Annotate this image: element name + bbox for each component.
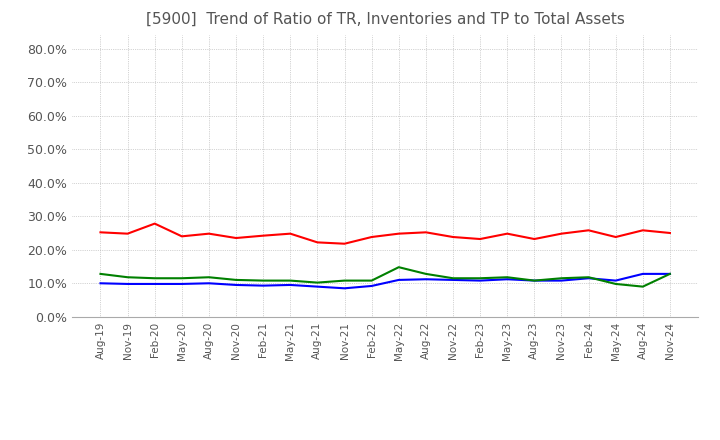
Trade Receivables	[341, 241, 349, 246]
Trade Payables	[204, 275, 213, 280]
Trade Payables	[313, 280, 322, 285]
Trade Payables	[449, 275, 457, 281]
Inventories	[286, 282, 294, 288]
Trade Receivables	[530, 236, 539, 242]
Trade Payables	[584, 275, 593, 280]
Trade Payables	[96, 271, 105, 276]
Inventories	[665, 271, 674, 276]
Trade Payables	[395, 264, 403, 270]
Trade Receivables	[611, 235, 620, 240]
Trade Payables	[639, 284, 647, 289]
Trade Payables	[123, 275, 132, 280]
Trade Receivables	[178, 234, 186, 239]
Trade Payables	[557, 275, 566, 281]
Trade Receivables	[584, 227, 593, 233]
Trade Payables	[530, 278, 539, 283]
Inventories	[421, 277, 430, 282]
Trade Payables	[421, 271, 430, 276]
Trade Receivables	[476, 236, 485, 242]
Trade Payables	[259, 278, 268, 283]
Trade Payables	[286, 278, 294, 283]
Trade Payables	[367, 278, 376, 283]
Trade Receivables	[665, 231, 674, 236]
Inventories	[611, 278, 620, 283]
Inventories	[639, 271, 647, 276]
Title: [5900]  Trend of Ratio of TR, Inventories and TP to Total Assets: [5900] Trend of Ratio of TR, Inventories…	[145, 12, 625, 27]
Inventories	[204, 281, 213, 286]
Trade Payables	[178, 275, 186, 281]
Line: Trade Payables: Trade Payables	[101, 267, 670, 286]
Inventories	[367, 283, 376, 289]
Trade Receivables	[557, 231, 566, 236]
Trade Receivables	[286, 231, 294, 236]
Trade Receivables	[639, 227, 647, 233]
Trade Payables	[232, 277, 240, 282]
Inventories	[584, 275, 593, 281]
Inventories	[476, 278, 485, 283]
Trade Payables	[476, 275, 485, 281]
Inventories	[449, 277, 457, 282]
Trade Receivables	[204, 231, 213, 236]
Inventories	[232, 282, 240, 288]
Inventories	[395, 277, 403, 282]
Inventories	[557, 278, 566, 283]
Trade Receivables	[150, 221, 159, 226]
Line: Inventories: Inventories	[101, 274, 670, 288]
Trade Payables	[341, 278, 349, 283]
Trade Receivables	[449, 235, 457, 240]
Trade Payables	[503, 275, 511, 280]
Trade Receivables	[313, 240, 322, 245]
Inventories	[96, 281, 105, 286]
Trade Receivables	[123, 231, 132, 236]
Trade Receivables	[503, 231, 511, 236]
Trade Receivables	[259, 233, 268, 238]
Inventories	[259, 283, 268, 288]
Inventories	[530, 278, 539, 283]
Trade Payables	[150, 275, 159, 281]
Trade Payables	[611, 281, 620, 286]
Trade Receivables	[395, 231, 403, 236]
Trade Receivables	[96, 230, 105, 235]
Trade Payables	[665, 271, 674, 276]
Trade Receivables	[232, 235, 240, 241]
Inventories	[313, 284, 322, 289]
Inventories	[341, 286, 349, 291]
Inventories	[150, 281, 159, 286]
Trade Receivables	[367, 235, 376, 240]
Trade Receivables	[421, 230, 430, 235]
Inventories	[503, 277, 511, 282]
Line: Trade Receivables: Trade Receivables	[101, 224, 670, 244]
Inventories	[123, 281, 132, 286]
Inventories	[178, 281, 186, 286]
